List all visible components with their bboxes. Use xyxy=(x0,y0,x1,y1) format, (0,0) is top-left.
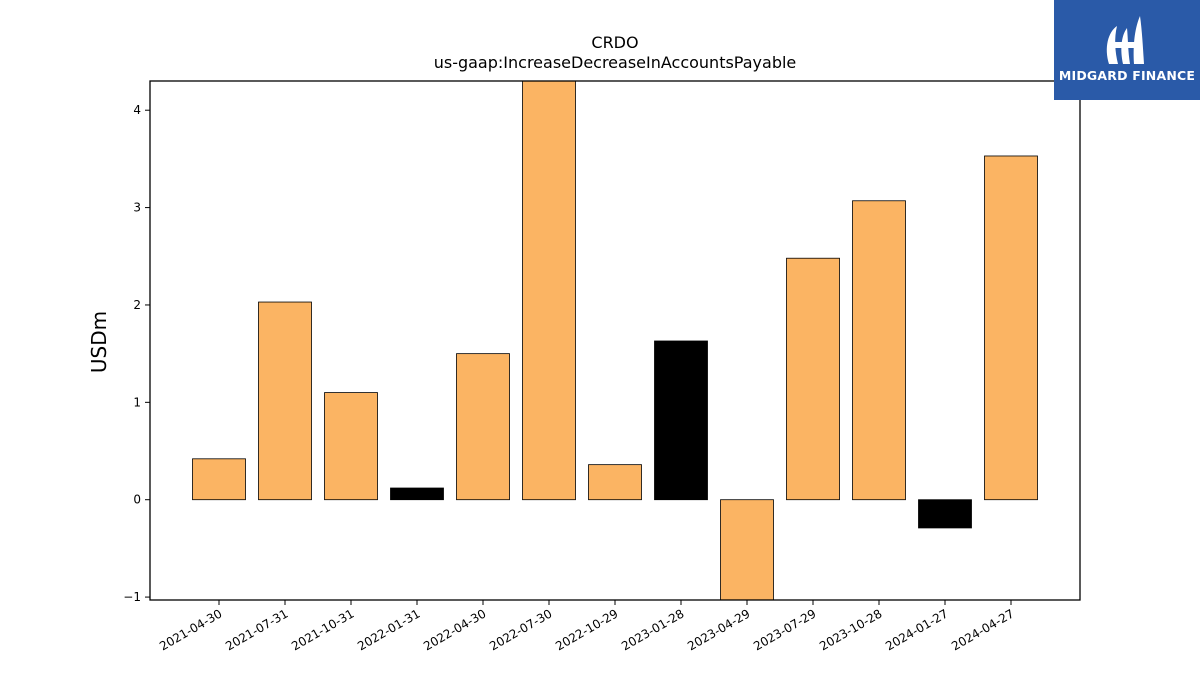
bar-2022-10-29 xyxy=(588,464,642,501)
x-tick-label: 2023-01-28 xyxy=(619,606,686,653)
y-tick-label: 1 xyxy=(133,395,141,409)
bar-2022-01-31 xyxy=(390,487,444,501)
bar-2021-07-31 xyxy=(258,301,312,501)
x-tick-label: 2021-07-31 xyxy=(223,606,290,653)
y-tick-label: 3 xyxy=(133,201,141,215)
chart-subtitle: us-gaap:IncreaseDecreaseInAccountsPayabl… xyxy=(434,53,797,72)
x-tick-label: 2021-10-31 xyxy=(289,606,356,653)
logo-text: MIDGARD FINANCE xyxy=(1058,68,1196,83)
x-tick-label: 2023-07-29 xyxy=(751,606,818,653)
logo-mark-icon xyxy=(1106,16,1144,64)
x-tick-label: 2024-01-27 xyxy=(883,606,950,653)
x-tick-label: 2022-10-29 xyxy=(553,606,620,653)
bar-2021-04-30 xyxy=(192,458,246,501)
bar-2022-04-30 xyxy=(456,353,510,501)
bar-2023-07-29 xyxy=(786,257,840,501)
y-axis-label: USDm xyxy=(87,311,111,373)
x-tick-label: 2022-01-31 xyxy=(355,606,422,653)
midgard-finance-logo: MIDGARD FINANCE xyxy=(1054,0,1200,100)
bar-2023-04-29 xyxy=(720,499,774,601)
y-tick-label: −1 xyxy=(123,590,141,604)
y-tick-label: 2 xyxy=(133,298,141,312)
x-ticks: 2021-04-302021-07-312021-10-312022-01-31… xyxy=(157,600,1017,653)
bar-2023-10-28 xyxy=(852,200,906,501)
bar-2024-01-27 xyxy=(918,499,972,529)
x-tick-label: 2022-07-30 xyxy=(487,606,554,653)
x-tick-label: 2023-10-28 xyxy=(817,606,884,653)
bars-group xyxy=(192,80,1038,601)
x-tick-label: 2021-04-30 xyxy=(157,606,224,653)
bar-2021-10-31 xyxy=(324,392,378,501)
bar-2024-04-27 xyxy=(984,155,1038,501)
y-tick-label: 0 xyxy=(133,493,141,507)
bar-2023-01-28 xyxy=(654,340,708,501)
chart-title: CRDO xyxy=(591,33,638,52)
y-tick-label: 4 xyxy=(133,103,141,117)
x-tick-label: 2023-04-29 xyxy=(685,606,752,653)
x-tick-label: 2022-04-30 xyxy=(421,606,488,653)
y-ticks: −1 0 1 2 3 4 xyxy=(123,103,150,604)
bar-2022-07-30 xyxy=(522,80,576,501)
plot-frame xyxy=(149,80,1081,601)
x-tick-label: 2024-04-27 xyxy=(949,606,1016,653)
